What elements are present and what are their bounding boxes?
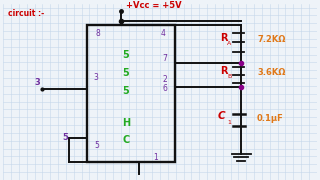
Text: C: C — [122, 135, 129, 145]
Text: 3: 3 — [35, 78, 40, 87]
Text: 2: 2 — [163, 75, 167, 84]
Text: R: R — [220, 33, 228, 43]
Text: circuit :-: circuit :- — [8, 10, 44, 19]
Text: 0.1μF: 0.1μF — [257, 114, 284, 123]
Text: 5: 5 — [62, 133, 68, 142]
Text: 7: 7 — [163, 54, 167, 63]
Text: 7.2KΩ: 7.2KΩ — [257, 35, 285, 44]
Text: R: R — [220, 66, 228, 76]
Text: 4: 4 — [161, 28, 165, 37]
Text: 5: 5 — [122, 68, 129, 78]
Text: 5: 5 — [122, 50, 129, 60]
Text: 3: 3 — [94, 73, 99, 82]
Text: +Vcc = +5V: +Vcc = +5V — [126, 1, 181, 10]
Text: 8: 8 — [96, 28, 100, 37]
Text: 3.6KΩ: 3.6KΩ — [257, 68, 285, 77]
Text: 5: 5 — [122, 86, 129, 96]
Text: C: C — [218, 111, 226, 121]
Bar — [86, 25, 175, 162]
Text: B: B — [228, 74, 232, 79]
Text: A: A — [228, 41, 232, 46]
Text: H: H — [122, 118, 130, 128]
Text: 1: 1 — [228, 120, 231, 125]
Text: 1: 1 — [153, 153, 157, 162]
Text: 6: 6 — [163, 84, 167, 93]
Text: 5: 5 — [94, 141, 99, 150]
